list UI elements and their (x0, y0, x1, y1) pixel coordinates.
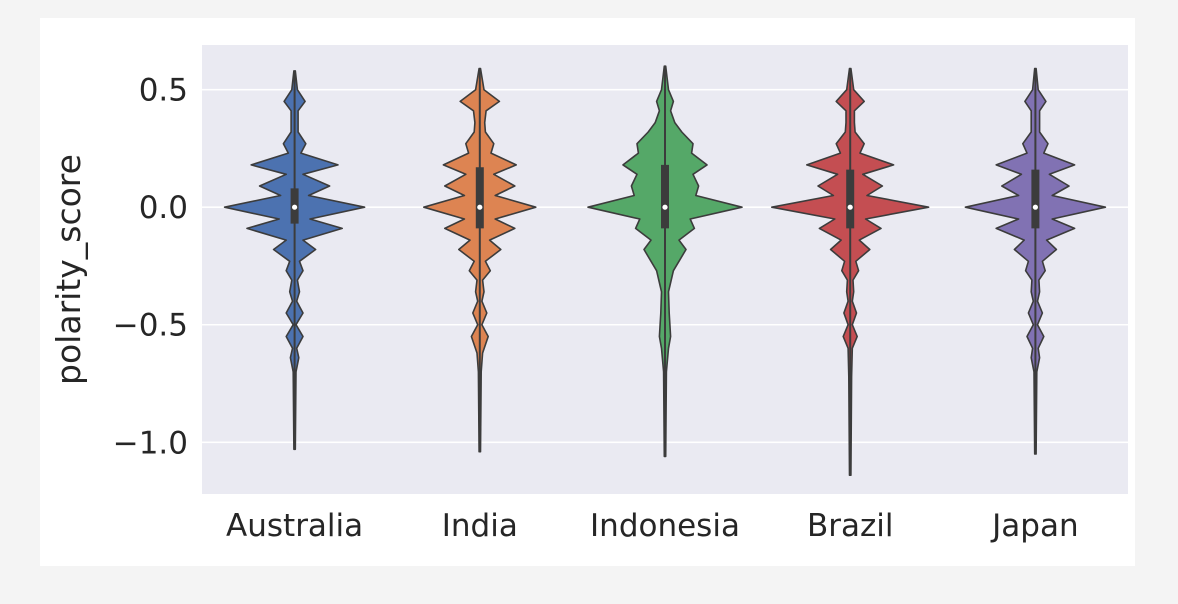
violin-median (1032, 204, 1038, 210)
y-tick-label: −0.5 (113, 308, 188, 344)
y-axis-label: polarity_score (49, 154, 88, 385)
x-tick-label: Australia (226, 508, 363, 544)
violin-median (847, 204, 853, 210)
x-tick-label: Japan (990, 508, 1078, 544)
x-tick-label: Brazil (807, 508, 894, 544)
y-tick-label: 0.0 (139, 190, 188, 226)
violin-median (662, 204, 668, 210)
x-tick-labels: Australia India Indonesia Brazil Japan (226, 508, 1079, 544)
x-tick-label: India (442, 508, 518, 544)
y-tick-labels: 0.5 0.0 −0.5 −1.0 (113, 73, 188, 462)
chart-figure: 0.5 0.0 −0.5 −1.0 Australia India Indonesia Br… (40, 18, 1135, 566)
violin-indonesia (587, 65, 743, 458)
y-tick-label: 0.5 (139, 73, 188, 109)
x-tick-label: Indonesia (590, 508, 740, 544)
violin-brazil (771, 67, 930, 476)
violin-median (292, 204, 298, 210)
y-tick-label: −1.0 (113, 425, 188, 461)
violin-median (477, 204, 483, 210)
violin-australia (223, 70, 366, 451)
violins (223, 65, 1107, 476)
violin-chart: 0.5 0.0 −0.5 −1.0 Australia India Indonesia Br… (49, 45, 1128, 544)
violin-india (423, 67, 537, 453)
violin-japan (964, 67, 1107, 455)
